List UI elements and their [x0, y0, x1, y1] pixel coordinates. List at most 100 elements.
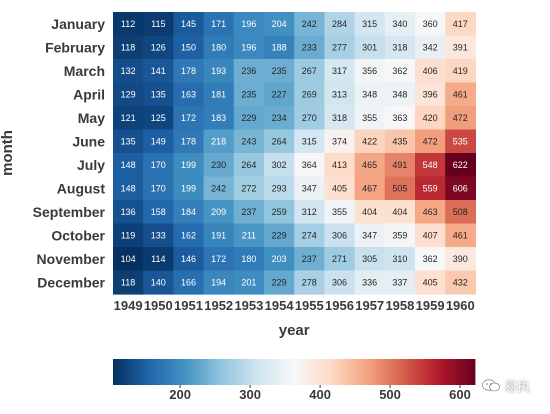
heatmap-cell	[233, 82, 265, 107]
heatmap-cell	[354, 247, 386, 272]
heatmap-cell	[264, 12, 295, 37]
heatmap-cell	[203, 200, 235, 225]
cell-value-label: 135	[151, 89, 166, 99]
heatmap-cell	[324, 153, 356, 178]
cell-value-label: 129	[121, 89, 136, 99]
y-tick-label: February	[45, 39, 105, 55]
cell-value-label: 420	[423, 113, 438, 123]
heatmap-cell	[415, 200, 446, 225]
heatmap-cell	[324, 223, 356, 248]
x-tick-label: 1950	[144, 298, 173, 313]
cell-value-label: 146	[181, 254, 196, 264]
heatmap-cell	[233, 35, 265, 60]
heatmap-cell	[415, 35, 446, 60]
colorbar-tick-label: 200	[169, 387, 191, 402]
cell-value-label: 318	[332, 113, 347, 123]
cell-value-label: 136	[121, 207, 136, 217]
cell-value-label: 118	[121, 42, 135, 52]
heatmap-cell	[143, 129, 174, 154]
heatmap-cell	[324, 129, 356, 154]
heatmap-cell	[324, 82, 356, 107]
colorbar-tick-label: 400	[309, 387, 331, 402]
y-tick-label: May	[78, 110, 105, 126]
cell-value-label: 315	[362, 19, 377, 29]
cell-value-label: 535	[453, 136, 468, 146]
cell-value-label: 404	[362, 207, 377, 217]
cell-value-label: 432	[453, 277, 468, 287]
cell-value-label: 548	[423, 160, 438, 170]
cell-value-label: 166	[181, 277, 196, 287]
cell-value-label: 315	[302, 136, 317, 146]
heatmap-cell	[233, 153, 265, 178]
wechat-icon	[482, 379, 500, 392]
heatmap-cell	[264, 59, 295, 84]
heatmap-cell	[384, 270, 416, 295]
cell-value-label: 269	[302, 89, 317, 99]
heatmap-cell	[354, 82, 386, 107]
heatmap-cell	[233, 270, 265, 295]
heatmap-cell	[384, 223, 416, 248]
x-tick-label: 1951	[174, 298, 203, 313]
x-tick-label: 1952	[204, 298, 233, 313]
cell-value-label: 391	[453, 42, 468, 52]
cell-value-label: 229	[272, 230, 287, 240]
heatmap-cell	[113, 106, 144, 131]
x-tick-label: 1954	[265, 298, 295, 313]
cell-value-label: 277	[332, 42, 347, 52]
cell-value-label: 236	[241, 66, 256, 76]
cell-value-label: 622	[453, 160, 468, 170]
heatmap-cell	[445, 12, 476, 37]
cell-value-label: 150	[181, 42, 196, 52]
colorbar-gradient	[113, 359, 476, 385]
cell-value-label: 199	[181, 183, 196, 193]
heatmap-cell	[233, 200, 265, 225]
heatmap-cell	[173, 12, 205, 37]
heatmap-cell	[445, 82, 476, 107]
heatmap-cell	[354, 12, 386, 37]
cell-value-label: 435	[392, 136, 407, 146]
x-tick-labels: 1949 1950 1951 1952 1953 1954 1955 1956 1957 1958…	[114, 298, 475, 313]
heatmap-cell	[445, 153, 476, 178]
heatmap-cell	[384, 12, 416, 37]
cell-value-label: 417	[453, 19, 468, 29]
cell-value-label: 472	[423, 136, 438, 146]
heatmap-cell	[324, 35, 356, 60]
colorbar-tick-label: 500	[379, 387, 401, 402]
heatmap-cell	[143, 176, 174, 201]
heatmap-cell	[415, 176, 446, 201]
heatmap-cell	[143, 223, 174, 248]
heatmap-cell	[384, 153, 416, 178]
heatmap-cell	[294, 12, 325, 37]
cell-value-label: 348	[392, 89, 407, 99]
y-tick-label: September	[33, 204, 106, 220]
heatmap-cell	[324, 176, 356, 201]
heatmap-cell	[445, 35, 476, 60]
cell-value-label: 272	[241, 183, 256, 193]
heatmap-cell	[203, 12, 235, 37]
cell-value-label: 264	[272, 136, 287, 146]
heatmap-cell	[354, 223, 386, 248]
heatmap-cell	[445, 59, 476, 84]
heatmap-cell	[415, 82, 446, 107]
heatmap-cell	[264, 270, 295, 295]
heatmap-cell	[233, 176, 265, 201]
y-tick-label: June	[72, 133, 105, 149]
heatmap-cell	[294, 153, 325, 178]
cell-value-label: 121	[121, 113, 136, 123]
cell-value-label: 405	[332, 183, 347, 193]
cell-value-label: 306	[332, 230, 347, 240]
cell-value-label: 472	[453, 113, 468, 123]
heatmap-cell	[294, 223, 325, 248]
cell-value-label: 149	[151, 136, 166, 146]
heatmap-cell	[143, 200, 174, 225]
cell-value-label: 235	[241, 89, 256, 99]
heatmap-cell	[203, 247, 235, 272]
heatmap-cell	[384, 106, 416, 131]
heatmap-cell	[294, 129, 325, 154]
cell-value-label: 419	[453, 66, 468, 76]
heatmap-cell	[324, 200, 356, 225]
cell-value-label: 115	[151, 19, 165, 29]
y-axis-label: month	[0, 130, 16, 176]
heatmap-cell	[233, 12, 265, 37]
heatmap-cell	[445, 129, 476, 154]
